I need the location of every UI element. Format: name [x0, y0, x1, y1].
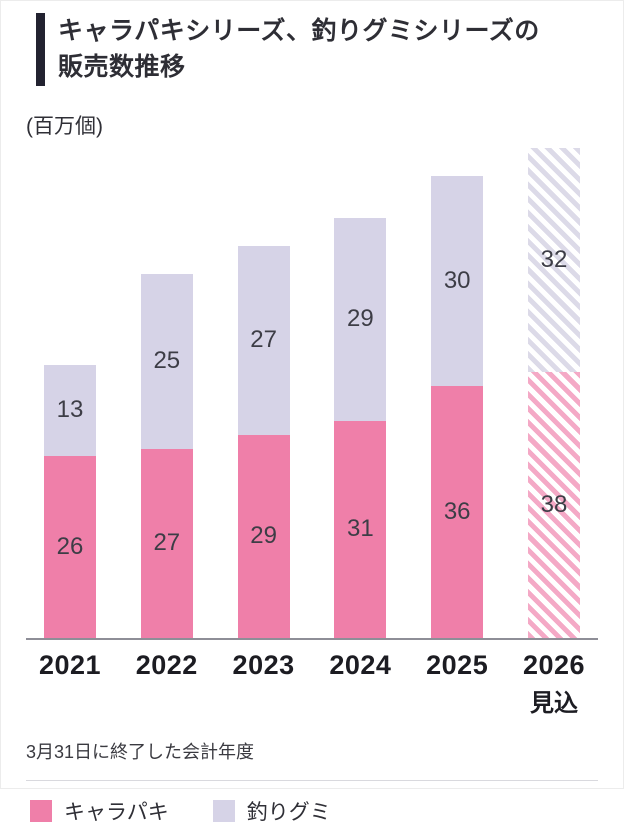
plot-area: 13 26 25 27 27 29 29 31 30 36 32 38 [26, 147, 598, 640]
segment-value-label: 38 [540, 490, 568, 518]
x-axis-year: 2026 [522, 649, 586, 680]
x-axis-sublabel: 見込 [529, 689, 578, 717]
x-axis-label-2023: 2023 [220, 650, 308, 718]
bar-column-2025: 30 36 [413, 175, 501, 638]
title-accent-bar [36, 13, 45, 86]
bar-column-2024: 29 31 [316, 217, 404, 638]
segment-value-label: 26 [56, 532, 84, 560]
chart-legend: キャラパキ 釣りグミ [26, 796, 598, 826]
segment-value-label: 36 [443, 497, 471, 525]
segment-value-label: 25 [153, 347, 181, 374]
bar-column-2023: 27 29 [220, 245, 308, 638]
bar-segment-キャラパキ-2021: 26 [44, 455, 96, 638]
segment-value-label: 29 [250, 522, 277, 549]
x-axis-label-2026: 2026 見込 [510, 650, 598, 718]
page-title: キャラパキシリーズ、釣りグミシリーズの 販売数推移 [58, 13, 540, 86]
unit-label: (百万個) [26, 114, 103, 138]
bar-column-2022: 25 27 [123, 273, 211, 638]
legend-item-キャラパキ: キャラパキ [30, 796, 169, 826]
x-axis-year: 2021 [38, 649, 102, 680]
bar-column-2026: 32 38 [510, 147, 598, 638]
page-title-line1: キャラパキシリーズ、釣りグミシリーズの [58, 17, 540, 45]
bar-column-2021: 13 26 [26, 364, 114, 638]
stacked-bar-2021: 13 26 [44, 364, 96, 638]
segment-value-label: 32 [540, 245, 568, 273]
legend-swatch [212, 799, 235, 822]
x-axis-year: 2023 [232, 649, 295, 680]
legend-label: 釣りグミ [246, 800, 331, 824]
x-axis-year: 2025 [426, 649, 489, 680]
divider-line [26, 779, 598, 781]
x-axis-year: 2022 [135, 649, 198, 680]
segment-value-label: 29 [347, 305, 374, 332]
x-axis-label-2022: 2022 [123, 650, 211, 718]
bar-segment-釣りグミ-2026: 32 [527, 147, 580, 372]
bar-segment-キャラパキ-2024: 31 [334, 420, 387, 638]
x-axis-label-2024: 2024 [316, 650, 404, 718]
legend-swatch [30, 799, 52, 822]
bar-segment-キャラパキ-2026: 38 [527, 371, 580, 638]
chart-title-block: キャラパキシリーズ、釣りグミシリーズの 販売数推移 [36, 13, 598, 86]
segment-value-label: 27 [250, 326, 277, 353]
segment-value-label: 30 [443, 266, 471, 294]
x-axis-label-2025: 2025 [413, 650, 501, 718]
x-axis-labels: 2021 2022 2023 2024 2025 2026 見込 [26, 650, 598, 718]
footnote: 3月31日に終了した会計年度 [26, 741, 255, 762]
bar-segment-釣りグミ-2022: 25 [140, 273, 193, 449]
segment-value-label: 13 [56, 396, 84, 423]
legend-label: キャラパキ [64, 800, 169, 824]
stacked-bar-chart: 13 26 25 27 27 29 29 31 30 36 32 38 2021 2022 2023 202… [26, 147, 598, 718]
bar-segment-釣りグミ-2025: 30 [431, 175, 484, 386]
x-axis-label-2021: 2021 [26, 650, 114, 718]
stacked-bar-2022: 25 27 [140, 273, 193, 638]
segment-value-label: 31 [347, 515, 374, 542]
legend-item-釣りグミ: 釣りグミ [212, 796, 331, 826]
x-axis-year: 2024 [329, 649, 392, 680]
bar-segment-キャラパキ-2023: 29 [237, 434, 290, 638]
bar-segment-釣りグミ-2021: 13 [44, 364, 96, 456]
stacked-bar-2025: 30 36 [431, 175, 484, 638]
bar-segment-キャラパキ-2025: 36 [431, 385, 484, 638]
segment-value-label: 27 [153, 529, 181, 556]
bar-segment-釣りグミ-2023: 27 [237, 245, 290, 435]
page-title-line2: 販売数推移 [58, 53, 186, 82]
bar-segment-キャラパキ-2022: 27 [140, 448, 193, 638]
bar-segment-釣りグミ-2024: 29 [334, 217, 387, 421]
stacked-bar-2024: 29 31 [334, 217, 387, 638]
stacked-bar-2026: 32 38 [527, 147, 580, 638]
stacked-bar-2023: 27 29 [237, 245, 290, 638]
